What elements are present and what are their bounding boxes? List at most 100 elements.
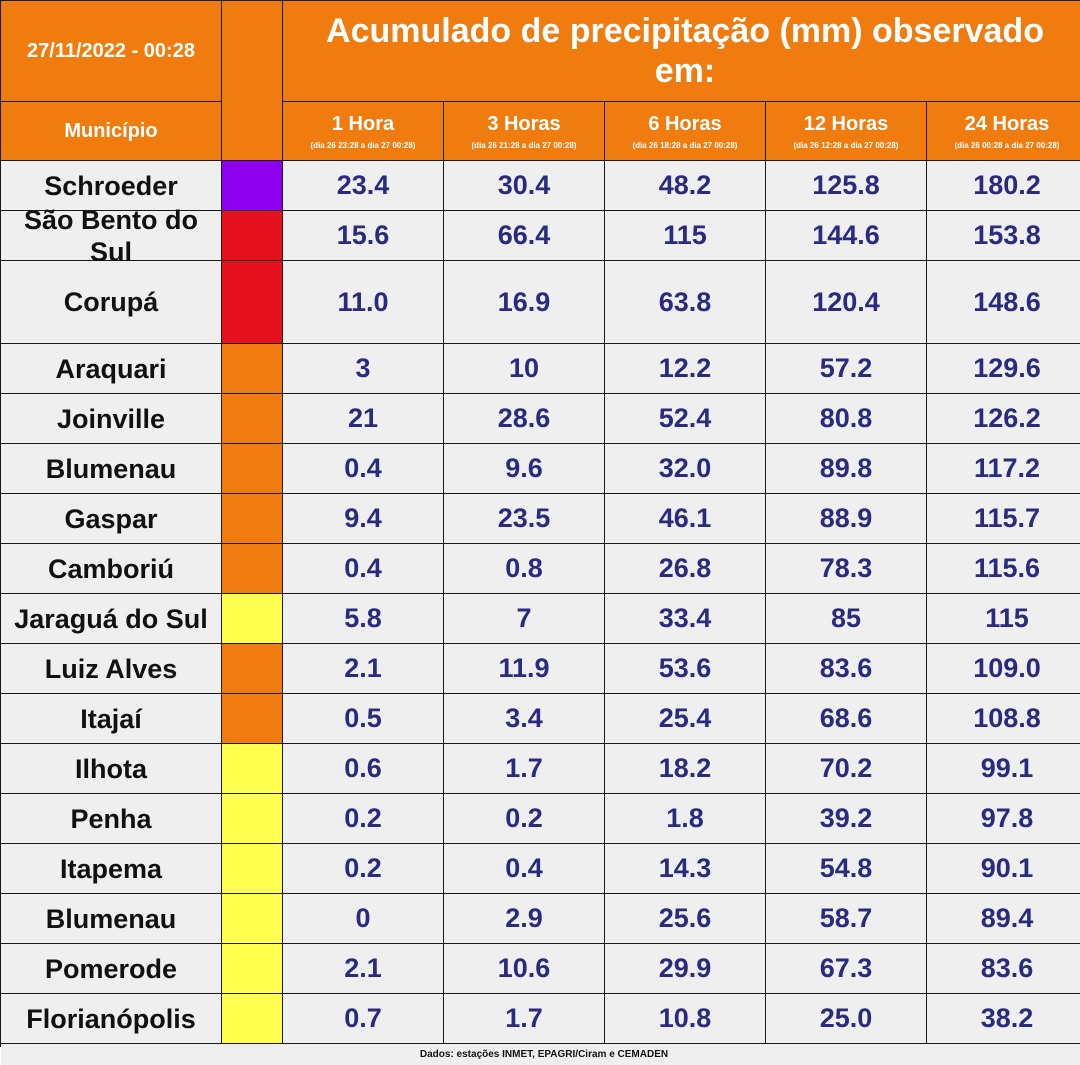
precip-value: 83.6 xyxy=(766,644,926,693)
municipio-name: Blumenau xyxy=(1,444,221,493)
precip-value: 0.4 xyxy=(283,444,443,493)
precip-value: 15.6 xyxy=(283,211,443,260)
period-header-1h: 1 Hora (dia 26 23:28 a dia 27 00:28) xyxy=(283,102,443,160)
precip-value: 1.7 xyxy=(444,994,604,1043)
alert-level-swatch xyxy=(222,444,282,493)
period-label: 3 Horas xyxy=(487,112,561,135)
precip-value: 99.1 xyxy=(927,744,1080,793)
alert-level-swatch xyxy=(222,994,282,1043)
precip-value: 9.4 xyxy=(283,494,443,543)
alert-level-swatch xyxy=(222,211,282,260)
alert-level-swatch xyxy=(222,844,282,893)
period-label: 12 Horas xyxy=(803,112,889,135)
municipio-name: Gaspar xyxy=(1,494,221,543)
municipio-name: Schroeder xyxy=(1,161,221,210)
precip-value: 48.2 xyxy=(605,161,765,210)
precip-value: 16.9 xyxy=(444,261,604,343)
report-date: 27/11/2022 - 00:28 xyxy=(1,1,221,101)
precip-value: 0.2 xyxy=(283,794,443,843)
alert-level-swatch xyxy=(222,544,282,593)
precip-value: 5.8 xyxy=(283,594,443,643)
precip-value: 115 xyxy=(605,211,765,260)
alert-level-swatch xyxy=(222,744,282,793)
municipio-name: Camboriú xyxy=(1,544,221,593)
period-header-24h: 24 Horas (dia 26 00:28 a dia 27 00:28) xyxy=(927,102,1080,160)
alert-level-swatch xyxy=(222,794,282,843)
precip-value: 2.1 xyxy=(283,944,443,993)
precip-value: 3.4 xyxy=(444,694,604,743)
municipio-name: Luiz Alves xyxy=(1,644,221,693)
precip-value: 3 xyxy=(283,344,443,393)
precip-value: 28.6 xyxy=(444,394,604,443)
precip-value: 32.0 xyxy=(605,444,765,493)
alert-level-swatch xyxy=(222,594,282,643)
alert-level-swatch xyxy=(222,944,282,993)
precip-value: 30.4 xyxy=(444,161,604,210)
period-label: 1 Hora xyxy=(331,112,395,135)
precip-value: 0.6 xyxy=(283,744,443,793)
precip-value: 66.4 xyxy=(444,211,604,260)
municipio-name: Araquari xyxy=(1,344,221,393)
precip-value: 115 xyxy=(927,594,1080,643)
precip-value: 180.2 xyxy=(927,161,1080,210)
precip-value: 25.6 xyxy=(605,894,765,943)
precip-value: 108.8 xyxy=(927,694,1080,743)
precip-value: 7 xyxy=(444,594,604,643)
period-label: 6 Horas xyxy=(648,112,722,135)
precip-value: 46.1 xyxy=(605,494,765,543)
precip-value: 153.8 xyxy=(927,211,1080,260)
precip-value: 11.9 xyxy=(444,644,604,693)
precip-value: 97.8 xyxy=(927,794,1080,843)
precip-value: 89.8 xyxy=(766,444,926,493)
precip-value: 148.6 xyxy=(927,261,1080,343)
precip-value: 29.9 xyxy=(605,944,765,993)
municipio-name: Ilhota xyxy=(1,744,221,793)
table-title: Acumulado de precipitação (mm) observado… xyxy=(283,1,1080,101)
precip-value: 9.6 xyxy=(444,444,604,493)
alert-level-swatch xyxy=(222,261,282,343)
precip-value: 85 xyxy=(766,594,926,643)
municipio-name: Corupá xyxy=(1,261,221,343)
precip-value: 26.8 xyxy=(605,544,765,593)
municipio-name: Penha xyxy=(1,794,221,843)
precip-value: 88.9 xyxy=(766,494,926,543)
precip-value: 80.8 xyxy=(766,394,926,443)
municipio-name: Florianópolis xyxy=(1,994,221,1043)
precip-value: 23.4 xyxy=(283,161,443,210)
alert-level-swatch xyxy=(222,644,282,693)
precip-value: 0.2 xyxy=(283,844,443,893)
municipio-header: Município xyxy=(1,102,221,160)
precip-value: 78.3 xyxy=(766,544,926,593)
precip-value: 144.6 xyxy=(766,211,926,260)
municipio-name: Jaraguá do Sul xyxy=(1,594,221,643)
precip-value: 68.6 xyxy=(766,694,926,743)
precip-value: 10.6 xyxy=(444,944,604,993)
alert-header-cell xyxy=(222,1,282,160)
alert-level-swatch xyxy=(222,394,282,443)
precip-value: 0.4 xyxy=(283,544,443,593)
precip-value: 33.4 xyxy=(605,594,765,643)
precip-value: 125.8 xyxy=(766,161,926,210)
precip-value: 120.4 xyxy=(766,261,926,343)
municipio-name: Joinville xyxy=(1,394,221,443)
precip-value: 70.2 xyxy=(766,744,926,793)
municipio-name: São Bento do Sul xyxy=(1,205,221,267)
precip-value: 0 xyxy=(283,894,443,943)
alert-level-swatch xyxy=(222,344,282,393)
precip-value: 109.0 xyxy=(927,644,1080,693)
precip-value: 10.8 xyxy=(605,994,765,1043)
alert-level-swatch xyxy=(222,161,282,210)
precip-value: 1.8 xyxy=(605,794,765,843)
alert-level-swatch xyxy=(222,694,282,743)
precip-value: 21 xyxy=(283,394,443,443)
precip-value: 2.9 xyxy=(444,894,604,943)
period-label: 24 Horas xyxy=(964,112,1050,135)
period-range: (dia 26 12:28 a dia 27 00:28) xyxy=(793,140,899,150)
precip-value: 2.1 xyxy=(283,644,443,693)
precip-value: 0.5 xyxy=(283,694,443,743)
precip-value: 89.4 xyxy=(927,894,1080,943)
period-header-3h: 3 Horas (dia 26 21:28 a dia 27 00:28) xyxy=(444,102,604,160)
precip-value: 115.6 xyxy=(927,544,1080,593)
period-header-6h: 6 Horas (dia 26 18:28 a dia 27 00:28) xyxy=(605,102,765,160)
